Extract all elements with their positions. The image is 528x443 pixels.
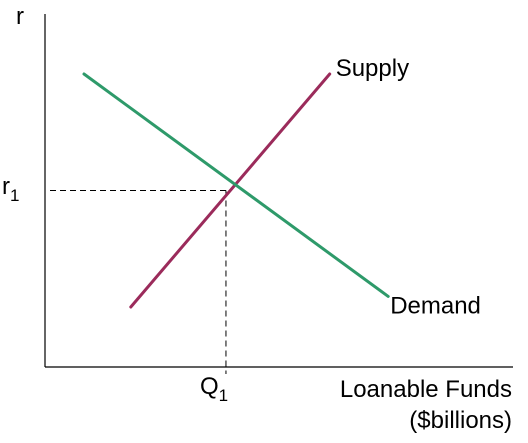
x-axis-label-line-1: Loanable Funds: [340, 376, 512, 403]
x-axis-label-line-2: ($billions): [409, 407, 512, 434]
equilibrium-rate-label: r1: [2, 173, 19, 205]
demand-curve: [82, 72, 390, 298]
equilibrium-rate-main: r: [2, 173, 10, 200]
equilibrium-quantity-label: Q1: [200, 373, 228, 405]
series-layer: Supply Demand: [82, 55, 481, 319]
demand-curve-label: Demand: [390, 292, 481, 319]
equilibrium-quantity-main: Q: [200, 373, 219, 400]
equilibrium-rate-subscript: 1: [10, 186, 19, 205]
y-axis-label: r: [16, 3, 24, 30]
supply-curve: [129, 72, 332, 309]
guide-lines: [50, 190, 227, 374]
equilibrium-quantity-subscript: 1: [219, 386, 228, 405]
axes: [44, 14, 513, 368]
supply-curve-label: Supply: [336, 55, 409, 82]
